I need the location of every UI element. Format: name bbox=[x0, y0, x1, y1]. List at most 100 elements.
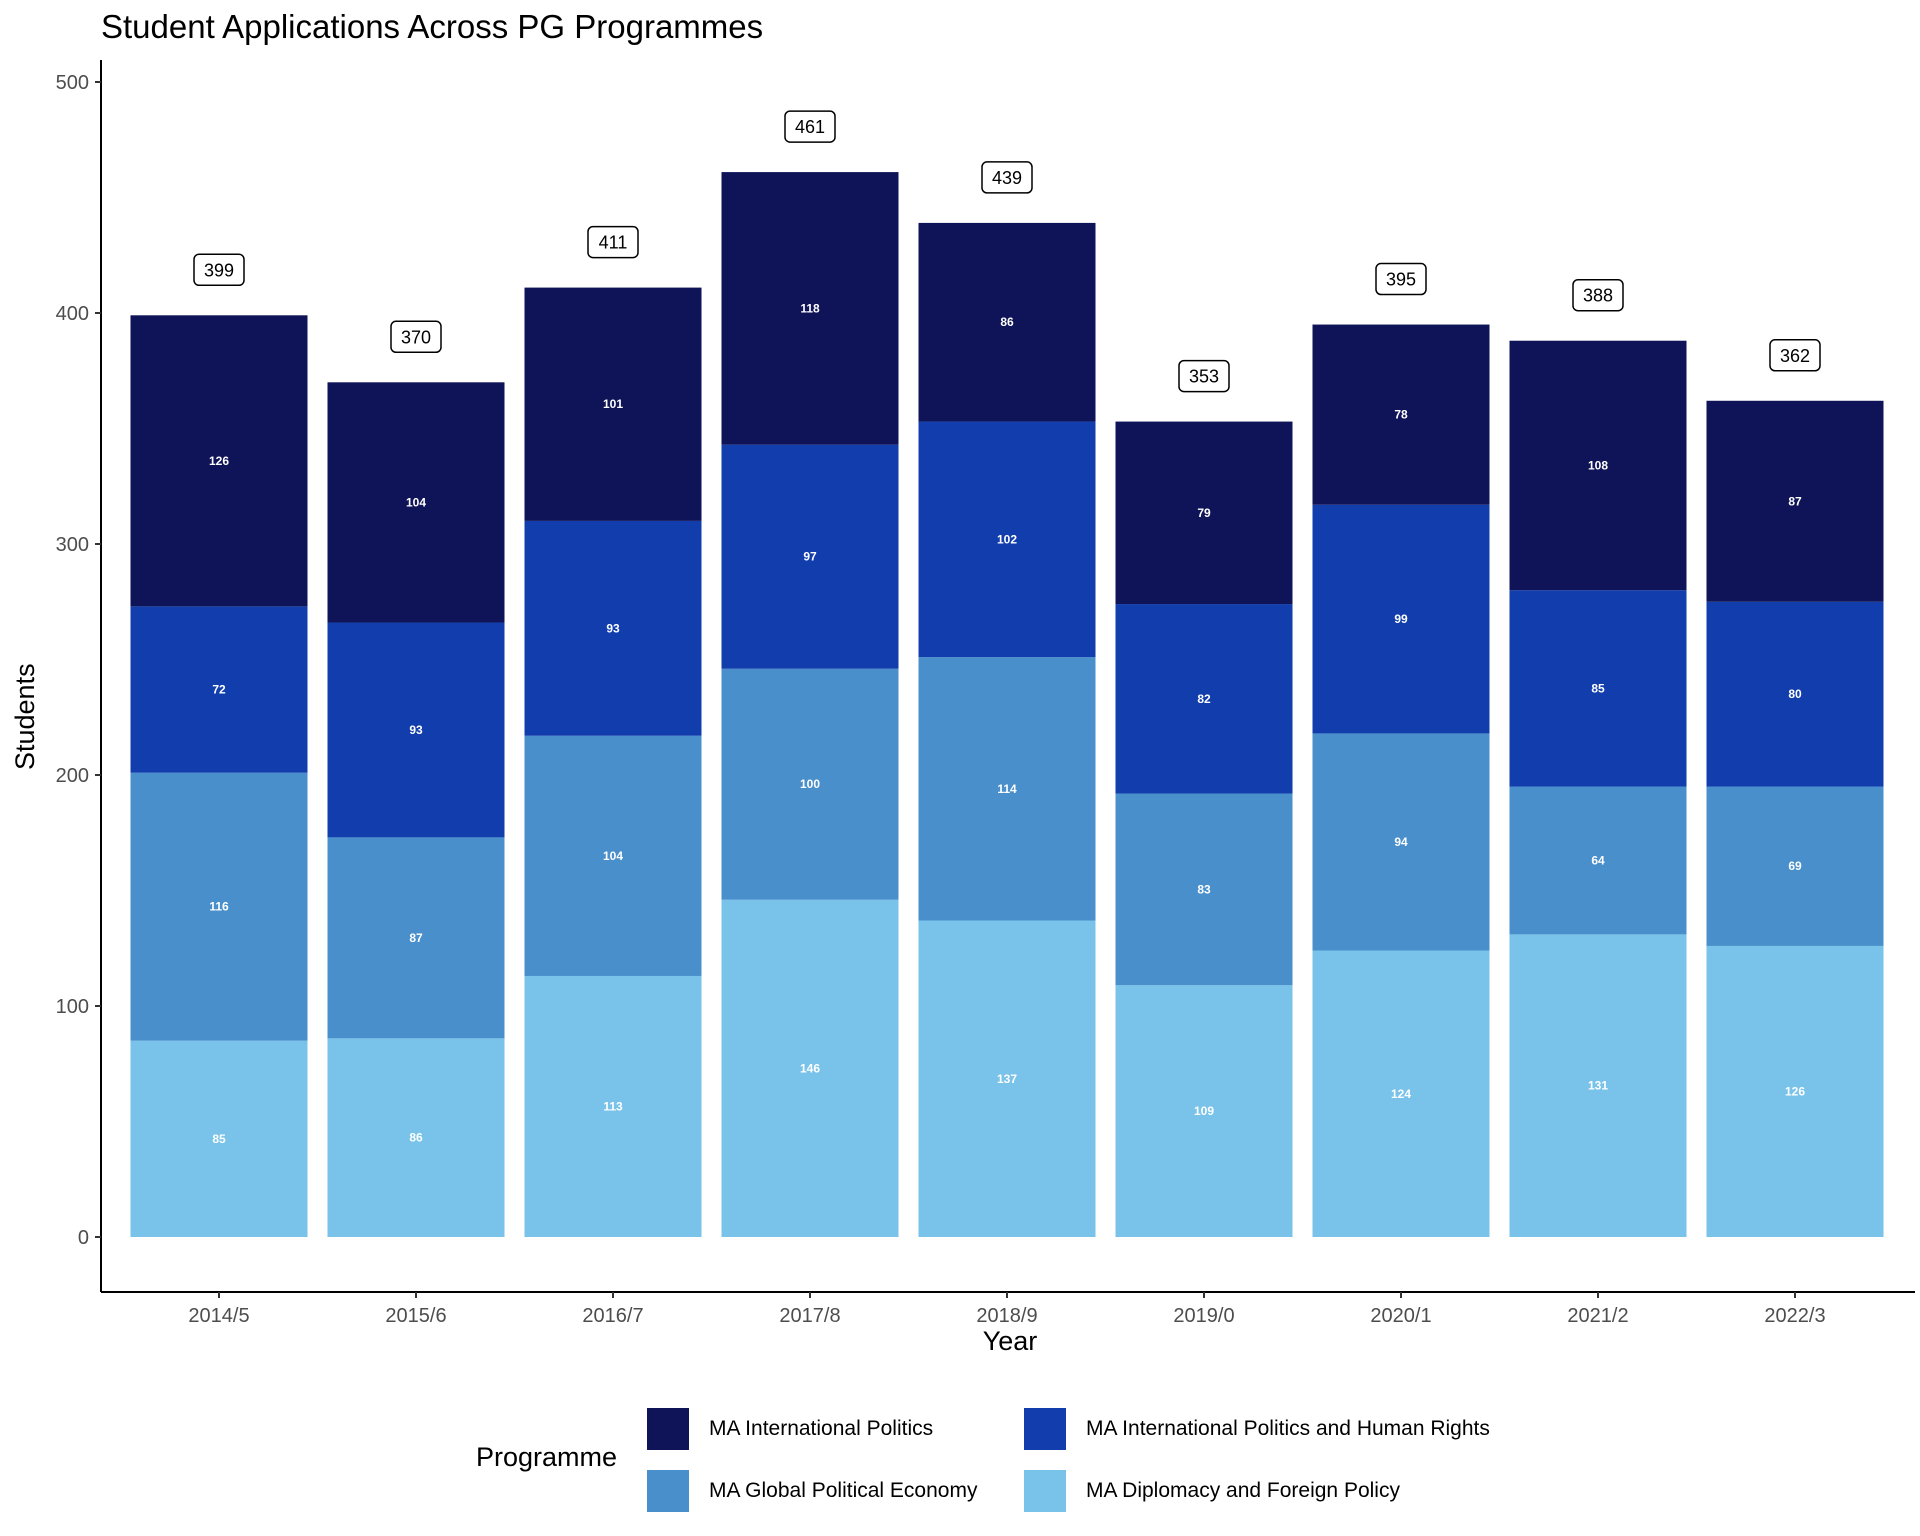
segment-value-label: 72 bbox=[212, 683, 226, 697]
segment-value-label: 78 bbox=[1394, 408, 1408, 422]
y-tick-label: 0 bbox=[78, 1227, 89, 1249]
total-label-box bbox=[1375, 262, 1427, 296]
bar-segment bbox=[130, 606, 308, 773]
x-tick-label: 2015/6 bbox=[385, 1305, 446, 1327]
bar-segment bbox=[918, 920, 1096, 1237]
segment-value-label: 83 bbox=[1197, 882, 1211, 896]
bar-segment bbox=[1509, 590, 1687, 787]
legend-swatch bbox=[647, 1408, 689, 1450]
segment-value-label: 80 bbox=[1788, 687, 1802, 701]
segment-value-label: 87 bbox=[409, 931, 423, 945]
bar-segment bbox=[918, 421, 1096, 658]
segment-value-label: 69 bbox=[1788, 859, 1802, 873]
segment-value-label: 137 bbox=[997, 1072, 1017, 1086]
y-axis-label: Students bbox=[10, 663, 40, 770]
bar-segment bbox=[721, 172, 899, 445]
y-tick-label: 400 bbox=[56, 303, 89, 325]
segment-value-label: 87 bbox=[1788, 494, 1802, 508]
legend-label: MA Diplomacy and Foreign Policy bbox=[1086, 1479, 1400, 1502]
total-label-box bbox=[981, 161, 1033, 194]
bar-segment bbox=[1706, 601, 1884, 787]
total-label-box bbox=[1572, 278, 1624, 312]
segment-value-label: 79 bbox=[1197, 506, 1211, 520]
segment-value-label: 99 bbox=[1394, 612, 1408, 626]
legend-label: MA International Politics and Human Righ… bbox=[1086, 1417, 1490, 1440]
bar-segment bbox=[1115, 604, 1293, 794]
segment-value-label: 100 bbox=[800, 777, 820, 791]
segment-value-label: 126 bbox=[209, 454, 229, 468]
segment-value-label: 118 bbox=[800, 301, 820, 315]
y-tick-label: 500 bbox=[56, 72, 89, 94]
segment-value-label: 124 bbox=[1391, 1087, 1411, 1101]
segment-value-label: 93 bbox=[606, 621, 620, 635]
x-axis-label: Year bbox=[982, 1326, 1038, 1356]
bar-segment bbox=[524, 287, 702, 521]
y-tick-label: 100 bbox=[56, 996, 89, 1018]
segment-value-label: 94 bbox=[1394, 835, 1408, 849]
segment-value-label: 86 bbox=[409, 1131, 423, 1145]
bar-segment bbox=[130, 315, 308, 607]
segment-value-label: 109 bbox=[1194, 1104, 1214, 1118]
bar-segment bbox=[130, 1040, 308, 1237]
segment-value-label: 108 bbox=[1588, 458, 1608, 472]
segment-value-label: 114 bbox=[997, 782, 1017, 796]
segment-value-label: 113 bbox=[603, 1099, 623, 1113]
bar-segment bbox=[1312, 733, 1490, 951]
x-tick-label: 2014/5 bbox=[188, 1305, 249, 1327]
segment-value-label: 64 bbox=[1591, 853, 1605, 867]
bar-segment bbox=[1115, 793, 1293, 986]
segment-value-label: 126 bbox=[1785, 1084, 1805, 1098]
segment-value-label: 93 bbox=[409, 723, 423, 737]
bar-segment bbox=[721, 668, 899, 900]
total-value-label: 439 bbox=[992, 168, 1022, 188]
total-value-label: 353 bbox=[1189, 367, 1219, 387]
legend-item: MA Global Political Economy bbox=[647, 1468, 977, 1514]
bar-segment bbox=[1115, 985, 1293, 1237]
bar-segment bbox=[524, 975, 702, 1237]
bar-segment bbox=[1312, 950, 1490, 1237]
bar-segment bbox=[1509, 340, 1687, 591]
bar-segment bbox=[130, 772, 308, 1041]
x-tick-label: 2020/1 bbox=[1370, 1305, 1431, 1327]
segment-value-label: 97 bbox=[803, 550, 817, 564]
y-tick-label: 300 bbox=[56, 534, 89, 556]
x-tick-label: 2021/2 bbox=[1567, 1305, 1628, 1327]
legend-swatch bbox=[1024, 1408, 1066, 1450]
bar-segment bbox=[327, 382, 505, 623]
segment-value-label: 85 bbox=[1591, 681, 1605, 695]
bar-segment bbox=[1509, 786, 1687, 935]
x-tick-label: 2016/7 bbox=[582, 1305, 643, 1327]
total-label-box bbox=[193, 253, 245, 287]
chart-title: Student Applications Across PG Programme… bbox=[101, 8, 764, 45]
segment-value-label: 131 bbox=[1588, 1079, 1608, 1093]
segment-value-label: 102 bbox=[997, 532, 1017, 546]
bar-segment bbox=[524, 735, 702, 976]
bar-segment bbox=[1115, 421, 1293, 605]
segment-value-label: 146 bbox=[800, 1061, 820, 1075]
segment-value-label: 82 bbox=[1197, 692, 1211, 706]
x-tick-label: 2017/8 bbox=[779, 1305, 840, 1327]
total-label-box bbox=[1769, 339, 1821, 372]
segment-value-label: 85 bbox=[212, 1132, 226, 1146]
bar-segment bbox=[1706, 400, 1884, 602]
bar-segment bbox=[327, 622, 505, 838]
x-tick-label: 2022/3 bbox=[1764, 1305, 1825, 1327]
y-tick-label: 200 bbox=[56, 765, 89, 787]
segment-value-label: 116 bbox=[209, 900, 229, 914]
legend-swatch bbox=[1024, 1470, 1066, 1512]
bar-segment bbox=[327, 1038, 505, 1237]
legend-label: MA International Politics bbox=[709, 1417, 934, 1440]
segment-value-label: 104 bbox=[603, 849, 623, 863]
bar-segment bbox=[918, 222, 1096, 422]
bar-segment bbox=[1706, 786, 1884, 946]
total-label-box bbox=[784, 110, 836, 143]
total-value-label: 411 bbox=[599, 233, 628, 253]
segment-value-label: 101 bbox=[603, 397, 623, 411]
total-value-label: 388 bbox=[1583, 286, 1613, 306]
legend-swatch bbox=[647, 1470, 689, 1512]
legend-item: MA Diplomacy and Foreign Policy bbox=[1024, 1468, 1400, 1514]
total-value-label: 370 bbox=[401, 327, 431, 347]
legend-label: MA Global Political Economy bbox=[709, 1479, 978, 1502]
